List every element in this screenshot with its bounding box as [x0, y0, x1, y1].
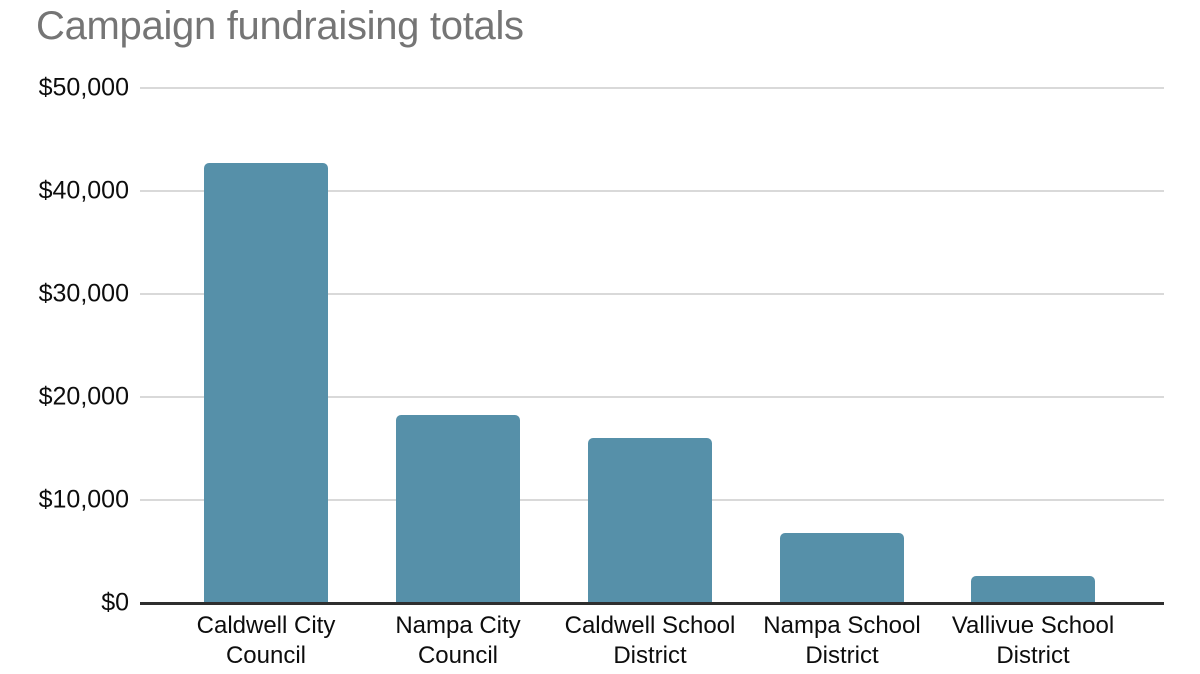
bar-vallivue-school-district	[971, 576, 1095, 603]
y-tick-label: $0	[101, 588, 129, 617]
x-category-label: Nampa School District	[732, 611, 952, 671]
y-tick-label: $50,000	[38, 73, 129, 102]
bar-caldwell-city-council	[204, 163, 328, 603]
x-category-label: Vallivue School District	[923, 611, 1143, 671]
x-category-label-line: Council	[417, 642, 499, 669]
x-category-label: Caldwell School District	[540, 611, 760, 671]
x-category-label: Caldwell City Council	[156, 611, 376, 671]
y-tick-label: $40,000	[38, 176, 129, 205]
x-axis-line	[140, 602, 1164, 605]
x-category-label-line: Nampa School	[763, 612, 921, 639]
chart-title: Campaign fundraising totals	[36, 4, 524, 48]
bar-nampa-school-district	[780, 532, 904, 603]
gridline	[140, 293, 1164, 295]
x-category-label-line: Nampa City	[395, 612, 521, 639]
y-tick-label: $10,000	[38, 485, 129, 514]
gridline	[140, 87, 1164, 89]
x-category-label-line: Caldwell School	[564, 612, 736, 639]
x-category-label: Nampa City Council	[348, 611, 568, 671]
x-category-label-line: Vallivue School	[951, 612, 1115, 639]
x-category-label-line: District	[805, 642, 879, 669]
gridline	[140, 190, 1164, 192]
x-category-label-line: Caldwell City	[196, 612, 336, 639]
bar-caldwell-school-district	[588, 438, 712, 603]
y-tick-label: $30,000	[38, 279, 129, 308]
x-category-label-line: District	[613, 642, 687, 669]
gridline	[140, 396, 1164, 398]
x-category-label-line: District	[996, 642, 1070, 669]
y-tick-label: $20,000	[38, 382, 129, 411]
bar-nampa-city-council	[396, 414, 520, 603]
x-category-label-line: Council	[225, 642, 307, 669]
